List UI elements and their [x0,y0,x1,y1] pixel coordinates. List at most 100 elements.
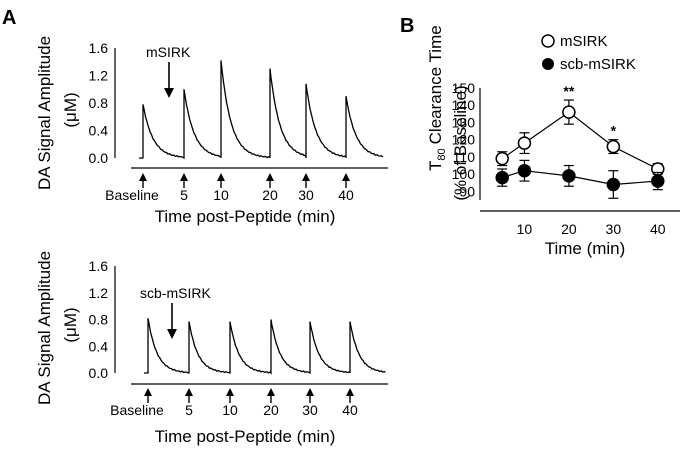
data-point [562,169,576,183]
stimulus-label: Baseline [105,187,159,203]
stimulus-marker: 30 [302,388,318,418]
data-point [495,151,509,166]
data-point [517,136,532,150]
stimulus-label: Baseline [110,402,164,418]
legend-marker-scb-msirk [542,58,554,70]
stimulus-marker: 20 [263,388,279,418]
stimulus-label: 20 [263,402,279,418]
stimulus-arrow-head [185,388,193,396]
data-point [606,177,621,192]
stimulus-label: 30 [298,187,314,203]
y-tick-label: 0.0 [89,150,109,166]
stimulus-marker: Baseline [105,173,159,203]
y-tick-labels: 1.6 1.2 0.8 0.4 0.0 [89,40,109,166]
x-axis-title: Time post-Peptide (min) [155,427,336,446]
data-point [606,139,621,154]
y-tick-label: 0.8 [89,312,109,328]
significance-marker: ** [563,83,574,99]
stimulus-arrow-head [306,388,314,396]
t80-subscript: 80 [436,148,448,160]
t80-suffix: Clearance Time [426,25,445,144]
x-axis-title: Time post-Peptide (min) [155,207,336,226]
stimulus-arrow-head [144,388,152,396]
y-axis-title: T80 Clearance Time [426,25,448,171]
stimulus-arrow-head [267,388,275,396]
data-point [495,170,509,185]
stimulus-arrow-head [302,173,310,181]
y-axis-title-line2: (μM) [61,307,80,342]
y-axis-title-line2: (% of Baseline) [451,85,470,200]
stimulus-label: 10 [222,402,238,418]
stimulus-marker: 30 [298,173,314,203]
y-tick-label: 0.8 [89,95,109,111]
y-axis-title-line2: (μM) [61,92,80,127]
stimulus-label: 40 [338,187,354,203]
data-point [517,163,532,178]
trace-chart-scb-msirk: DA Signal Amplitude (μM) 1.6 1.2 0.8 0.4 0.0… [35,251,388,446]
stimulus-label: 30 [302,402,318,418]
y-axis-title-line1: T80 Clearance Time [426,25,448,171]
peptide-arrow [164,62,174,98]
trace-line [139,60,384,160]
y-tick-label: 110 [453,149,476,165]
stimulus-marker: Baseline [110,388,164,418]
stimulus-arrow-head [266,173,274,181]
peptide-annotation: scb-mSIRK [140,285,211,301]
stimulus-arrow-head [226,388,234,396]
y-tick-label: 150 [452,80,476,96]
trace-line [144,318,386,375]
stimulus-arrow-head [217,173,225,181]
stimulus-arrow-head [180,173,188,181]
y-tick-label: 1.6 [89,258,109,274]
y-tick-label: 90 [459,183,475,199]
data-point [651,174,665,188]
x-tick-labels: 10 20 30 40 [517,221,666,237]
stimulus-label: 20 [262,187,278,203]
stimulus-label: 40 [342,402,358,418]
stimulus-marker: 10 [213,173,229,203]
x-tick-label: 20 [561,221,577,237]
series-msirk [495,99,665,176]
stimulus-marker: 10 [222,388,238,418]
stimulus-marker: 20 [262,173,278,203]
stimulus-marker: 5 [180,173,188,203]
stimulus-markers: Baseline 5 10 20 30 40 [105,173,354,203]
series-scb-msirk [495,159,665,199]
stimulus-marker: 40 [338,173,354,203]
y-tick-labels: 1.6 1.2 0.8 0.4 0.0 [89,258,109,381]
y-tick-label: 1.2 [89,68,109,84]
peptide-annotation: mSIRK [146,44,191,60]
stimulus-marker: 40 [342,388,358,418]
significance-marker: * [611,123,617,139]
y-tick-label: 120 [452,132,476,148]
legend-label-msirk: mSIRK [560,33,608,50]
stimulus-label: 5 [180,187,188,203]
series-layer: *** [495,83,665,199]
legend: mSIRK scb-mSIRK [541,33,636,73]
panel-letter-b: B [400,15,414,37]
clearance-time-chart: T80 Clearance Time (% of Baseline) 150140… [426,25,680,258]
y-tick-label: 0.4 [89,338,109,354]
legend-marker-msirk [541,34,555,48]
x-axis-title: Time (min) [545,239,626,258]
y-tick-label: 1.6 [89,40,109,56]
y-axis-title-line1: DA Signal Amplitude [35,251,54,405]
stimulus-arrow-head [346,388,354,396]
trace-chart-msirk: DA Signal Amplitude (μM) 1.6 1.2 0.8 0.4 0.0… [35,36,388,226]
stimulus-arrow-head [139,173,147,181]
y-tick-label: 130 [452,114,476,130]
stimulus-label: 5 [185,402,193,418]
y-tick-label: 1.2 [89,285,109,301]
y-tick-label: 0.0 [89,365,109,381]
stimulus-markers: Baseline 5 10 20 30 40 [110,388,358,418]
x-tick-label: 30 [606,221,622,237]
y-tick-label: 0.4 [89,123,109,139]
stimulus-marker: 5 [185,388,193,418]
panel-letter-a: A [2,7,16,29]
x-tick-label: 40 [650,221,666,237]
legend-label-scb-msirk: scb-mSIRK [560,56,636,73]
stimulus-arrow-head [342,173,350,181]
y-tick-label: 140 [452,97,476,113]
